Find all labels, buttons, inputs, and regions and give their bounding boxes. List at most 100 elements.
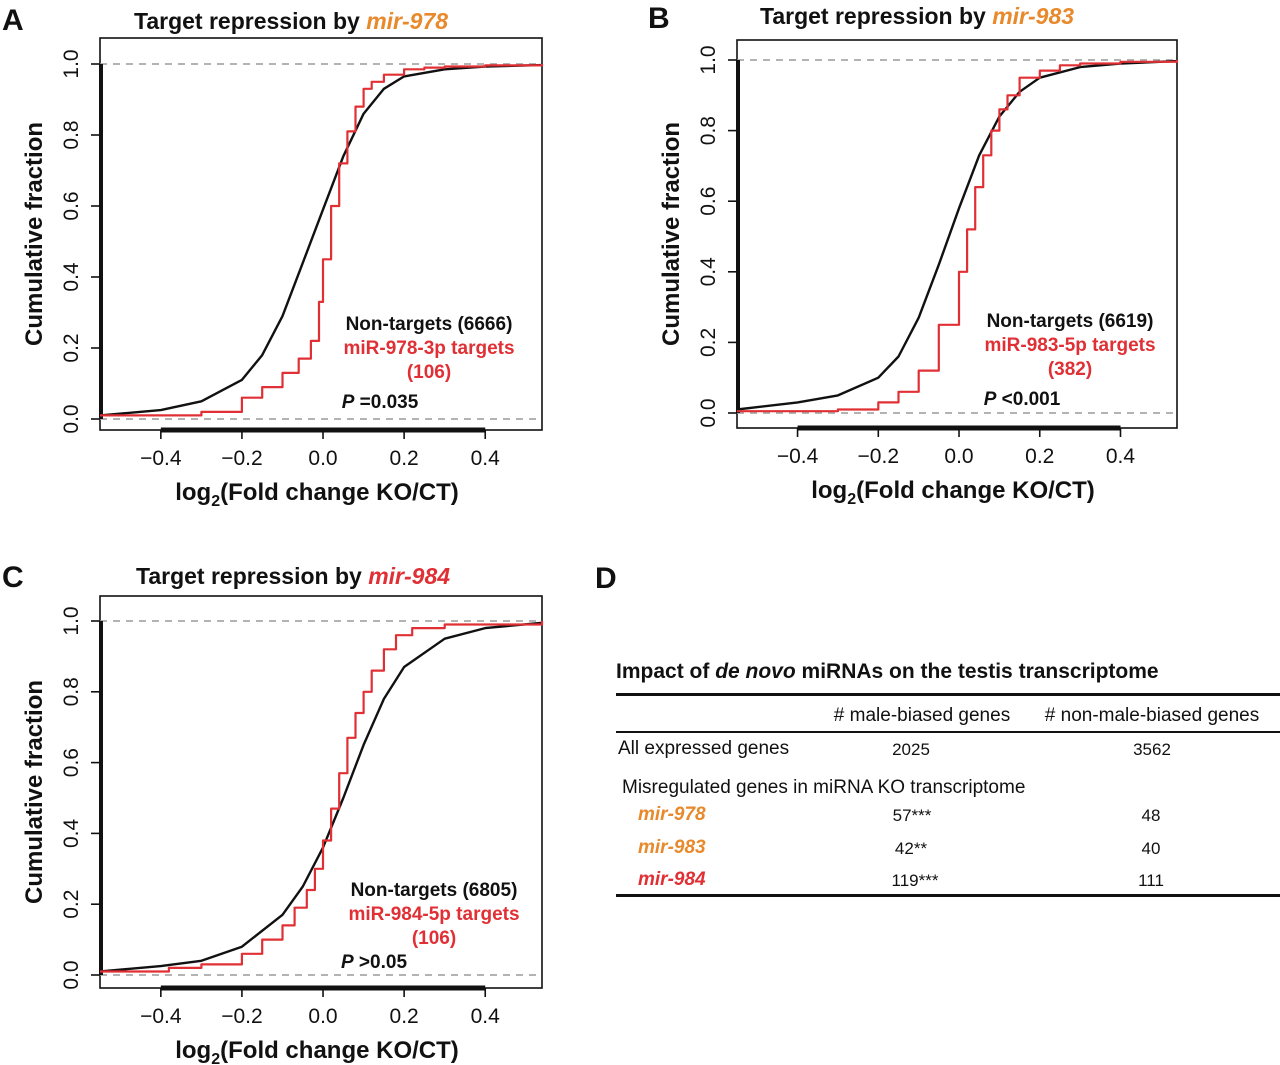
y-tick-label: 0.0 — [60, 960, 83, 989]
cdf-chart-b: −0.4 −0.2 0.0 0.2 0.4 0.0 0.2 0.4 0.6 0.8 1.0 Cumul… — [658, 39, 1179, 508]
plot-frame — [736, 39, 1178, 429]
x-tick-label: −0.4 — [140, 1005, 182, 1028]
table-row-mir983-nonmale: 40 — [1141, 839, 1161, 858]
y-tick-label: 0.4 — [60, 818, 83, 848]
chart-title-text: Target repression by — [134, 8, 367, 34]
y-tick-label: 0.8 — [60, 677, 83, 706]
table-top-rule — [616, 693, 1280, 696]
x-axis-label: log2(Fold change KO/CT) — [811, 477, 1095, 508]
chart-title-mir: mir-978 — [366, 8, 449, 34]
p-value-label: P >0.05 — [341, 952, 407, 973]
table-title-pre: Impact of — [616, 660, 716, 683]
y-tick-label: 0.2 — [60, 890, 83, 919]
y-tick-label: 0.6 — [697, 187, 720, 216]
legend-entry: Non-targets (6805) — [351, 880, 518, 901]
legend-entry: miR-984-5p targets — [348, 904, 519, 925]
y-tick-label: 0.8 — [697, 116, 720, 145]
table-row-all-nonmale: 3562 — [1133, 740, 1171, 759]
table-header-male-biased: # male-biased genes — [833, 705, 1011, 726]
panel-b: B Target repression by mir-983 −0.4 −0.2 0… — [640, 0, 1280, 520]
y-tick-label: 0.2 — [60, 333, 83, 362]
chart-title-mir: mir-983 — [992, 3, 1075, 29]
y-tick-label: 0.0 — [697, 398, 720, 427]
x-tick-label: −0.4 — [777, 445, 819, 468]
non-targets-curve — [99, 63, 543, 417]
table-row-all-male: 2025 — [892, 740, 930, 759]
chart-title-text: Target repression by — [760, 3, 993, 29]
targets-curve — [100, 64, 544, 417]
x-tick-label: 0.0 — [308, 1005, 337, 1028]
y-tick-label: 0.8 — [60, 120, 83, 149]
table-title-post: miRNAs on the testis transcriptome — [795, 660, 1159, 683]
table-row-mir978-nonmale: 48 — [1141, 806, 1161, 825]
table-row-mir984-nonmale: 111 — [1138, 871, 1164, 890]
table-row-mir978-name: mir-978 — [638, 804, 706, 825]
table-row-mir984-male: 119*** — [891, 871, 939, 890]
panel-letter-b: B — [648, 2, 670, 35]
legend-entry: Non-targets (6619) — [987, 311, 1154, 332]
p-value-label: P <0.001 — [984, 389, 1061, 410]
targets-curve — [737, 60, 1179, 413]
x-tick-label: 0.2 — [1025, 445, 1054, 468]
x-tick-label: −0.2 — [221, 1005, 262, 1028]
table-bottom-rule — [616, 894, 1280, 897]
x-tick-label: 0.0 — [308, 447, 337, 470]
x-tick-label: 0.2 — [390, 1005, 419, 1028]
table-title-italic: de novo — [715, 660, 796, 683]
y-tick-label: 0.6 — [60, 191, 83, 220]
x-axis-label: log2(Fold change KO/CT) — [175, 1037, 459, 1065]
x-tick-label: −0.2 — [221, 447, 262, 470]
chart-title-c: Target repression by mir-984 — [136, 563, 450, 590]
chart-title-text: Target repression by — [136, 563, 369, 589]
non-targets-curve — [99, 621, 543, 973]
y-axis-label: Cumulative fraction — [658, 122, 685, 346]
legend-entry: (106) — [407, 362, 451, 383]
y-tick-label: 1.0 — [697, 45, 720, 74]
table-header-non-male-biased: # non-male-biased genes — [1044, 705, 1260, 726]
table-row-mir983-male: 42** — [894, 839, 928, 858]
y-tick-label: 1.0 — [60, 606, 83, 635]
x-tick-label: 0.0 — [944, 445, 973, 468]
panel-a: A Target repression by mir-978 −0.4 −0.2 0… — [0, 0, 560, 520]
p-value-label: P =0.035 — [342, 392, 419, 413]
y-tick-label: 0.6 — [60, 748, 83, 777]
y-tick-label: 0.4 — [60, 262, 83, 292]
y-axis-label: Cumulative fraction — [21, 680, 48, 904]
table-header-rule — [616, 731, 1280, 733]
chart-title-a: Target repression by mir-978 — [134, 8, 448, 35]
cdf-chart-a: −0.4 −0.2 0.0 0.2 0.4 0.0 0.2 0.4 0.6 0.8 1.0 Cumul… — [21, 37, 544, 510]
y-tick-label: 0.4 — [697, 257, 720, 287]
y-tick-label: 0.2 — [697, 328, 720, 357]
legend-entry: (106) — [412, 928, 456, 949]
panel-letter-c: C — [2, 561, 24, 594]
x-tick-label: 0.4 — [471, 1005, 501, 1028]
panel-letter-a: A — [2, 4, 24, 37]
table-misregulated-label: Misregulated genes in miRNA KO transcrip… — [622, 777, 1026, 798]
targets-curve — [100, 621, 544, 973]
y-tick-label: 0.0 — [60, 404, 83, 433]
legend-entry: Non-targets (6666) — [346, 314, 513, 335]
legend-entry: miR-978-3p targets — [343, 338, 514, 359]
panel-c: C Target repression by mir-984 −0.4 −0.2 0… — [0, 555, 560, 1065]
x-tick-label: 0.4 — [471, 447, 501, 470]
plot-frame — [99, 37, 543, 431]
table-row-all-label: All expressed genes — [618, 738, 790, 759]
chart-title-b: Target repression by mir-983 — [760, 3, 1074, 30]
chart-title-mir: mir-984 — [368, 563, 451, 589]
non-targets-curve — [736, 59, 1178, 411]
x-tick-label: −0.4 — [140, 447, 182, 470]
table-row-mir978-male: 57*** — [892, 806, 932, 825]
y-axis-label: Cumulative fraction — [21, 122, 48, 346]
table-row-mir983-name: mir-983 — [638, 837, 706, 858]
panel-letter-d: D — [595, 562, 617, 595]
plot-frame — [99, 595, 543, 989]
x-tick-label: 0.4 — [1106, 445, 1136, 468]
legend-entry: miR-983-5p targets — [984, 335, 1155, 356]
x-tick-label: −0.2 — [858, 445, 899, 468]
table-row-mir984-name: mir-984 — [638, 869, 706, 890]
y-tick-label: 1.0 — [60, 49, 83, 78]
x-axis-label: log2(Fold change KO/CT) — [175, 479, 459, 510]
table-title: Impact of de novo miRNAs on the testis t… — [616, 660, 1159, 684]
legend-entry: (382) — [1048, 359, 1092, 380]
x-tick-label: 0.2 — [390, 447, 419, 470]
